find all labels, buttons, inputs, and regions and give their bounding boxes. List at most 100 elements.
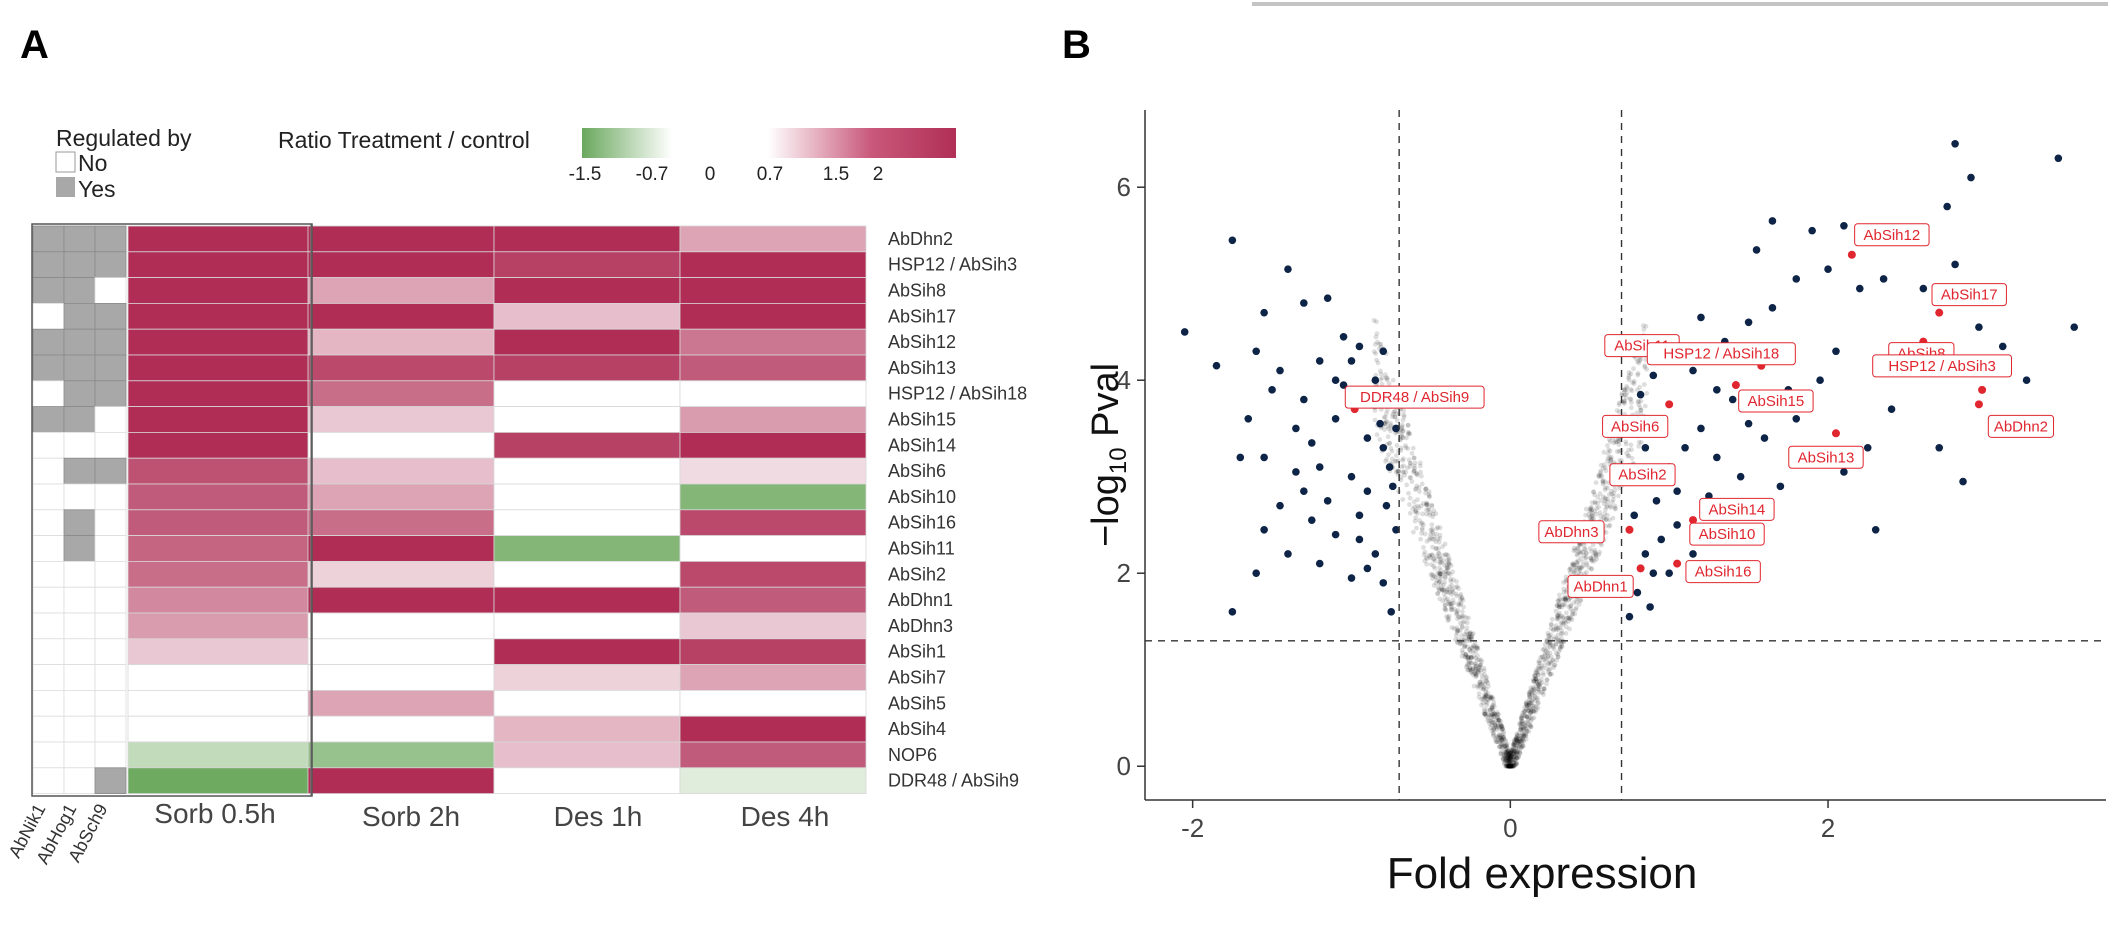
gene-label: AbDhn2 [1994,418,2048,435]
nonsig-point [1570,562,1576,568]
nonsig-point [1483,693,1489,699]
nonsig-point [1429,552,1435,558]
nonsig-point [1541,686,1547,692]
nonsig-point [1392,414,1398,420]
scale-tick: 2 [873,164,884,185]
heatmap-cell [679,690,867,717]
nonsig-point [1603,507,1608,513]
nonsig-point [1454,584,1460,589]
nonsig-point [1440,544,1445,550]
significant-point [1951,139,1959,148]
nonsig-point [1562,618,1568,624]
heatmap-cell [493,586,681,614]
nonsig-point [1533,683,1539,688]
nonsig-point [1437,571,1443,577]
nonsig-point [1436,546,1441,551]
nonsig-point [1435,536,1441,542]
nonsig-point [1439,560,1444,565]
nonsig-point [1407,495,1413,501]
significant-point [1713,386,1721,394]
nonsig-point [1451,600,1457,606]
nonsig-point [1492,722,1498,728]
nonsig-point [1454,593,1460,599]
nonsig-point [1518,745,1524,750]
nonsig-point [1405,423,1411,428]
heatmap-grid [127,224,867,796]
nonsig-point [1554,627,1559,633]
nonsig-point [1530,705,1536,711]
nonsig-point [1597,491,1603,497]
nonsig-point [1400,469,1406,475]
nonsig-point [1556,599,1561,604]
nonsig-point [1418,469,1423,475]
nonsig-point [1523,736,1529,742]
nonsig-point [1520,736,1526,742]
nonsig-point [1483,692,1489,697]
significant-point [1284,265,1292,274]
nonsig-point [1508,761,1514,767]
nonsig-point [1571,562,1577,568]
nonsig-point [1507,763,1513,769]
nonsig-point [1483,687,1489,692]
gene-label: AbSih16 [1695,564,1752,581]
nonsig-point [1605,455,1611,461]
regulation-cell [94,638,127,665]
nonsig-point [1610,515,1616,521]
nonsig-point [1510,763,1516,769]
nonsig-point [1511,763,1516,769]
nonsig-point [1469,645,1474,651]
nonsig-point [1535,672,1541,677]
nonsig-point [1455,616,1460,622]
nonsig-point [1501,732,1506,737]
nonsig-point [1548,626,1554,631]
nonsig-point [1427,537,1432,543]
heatmap-cell [127,225,311,253]
nonsig-point [1510,750,1516,756]
significant-point [1382,501,1391,510]
scale-tick: 0.7 [757,164,783,185]
nonsig-point [1531,688,1537,694]
nonsig-point [1444,565,1450,571]
nonsig-point [1637,405,1643,411]
nonsig-point [1537,684,1543,690]
gene-label: AbSih10 [1699,526,1756,543]
nonsig-point [1478,657,1484,663]
nonsig-point [1521,734,1526,740]
nonsig-point [1415,472,1420,478]
heatmap-cell [679,354,867,382]
nonsig-point [1465,644,1470,650]
nonsig-point [1442,602,1448,608]
nonsig-point [1426,489,1432,495]
nonsig-point [1579,564,1584,570]
nonsig-point [1507,763,1512,768]
nonsig-point [1529,716,1535,722]
nonsig-point [1504,741,1510,747]
nonsig-point [1500,726,1505,732]
nonsig-point [1398,445,1404,451]
nonsig-point [1456,602,1462,608]
nonsig-point [1437,596,1443,602]
nonsig-point [1542,650,1548,656]
nonsig-point [1536,663,1542,669]
heatmap-cell [307,406,495,433]
nonsig-point [1592,549,1598,555]
nonsig-point [1521,733,1527,738]
nonsig-point [1533,704,1539,710]
nonsig-point [1545,653,1550,659]
nonsig-point [1510,755,1516,760]
nonsig-point [1564,616,1569,621]
labeled-gene-point [1935,308,1944,317]
nonsig-point [1508,763,1514,769]
nonsig-point [1408,461,1413,466]
nonsig-point [1373,351,1379,356]
nonsig-point [1444,589,1449,595]
heatmap-cell [307,509,495,536]
nonsig-point [1589,549,1594,554]
nonsig-point [1536,660,1542,666]
nonsig-point [1438,571,1443,577]
nonsig-point [1537,683,1542,689]
nonsig-point [1525,721,1531,727]
nonsig-point [1446,561,1452,567]
nonsig-point [1626,370,1632,375]
nonsig-point [1378,341,1384,347]
